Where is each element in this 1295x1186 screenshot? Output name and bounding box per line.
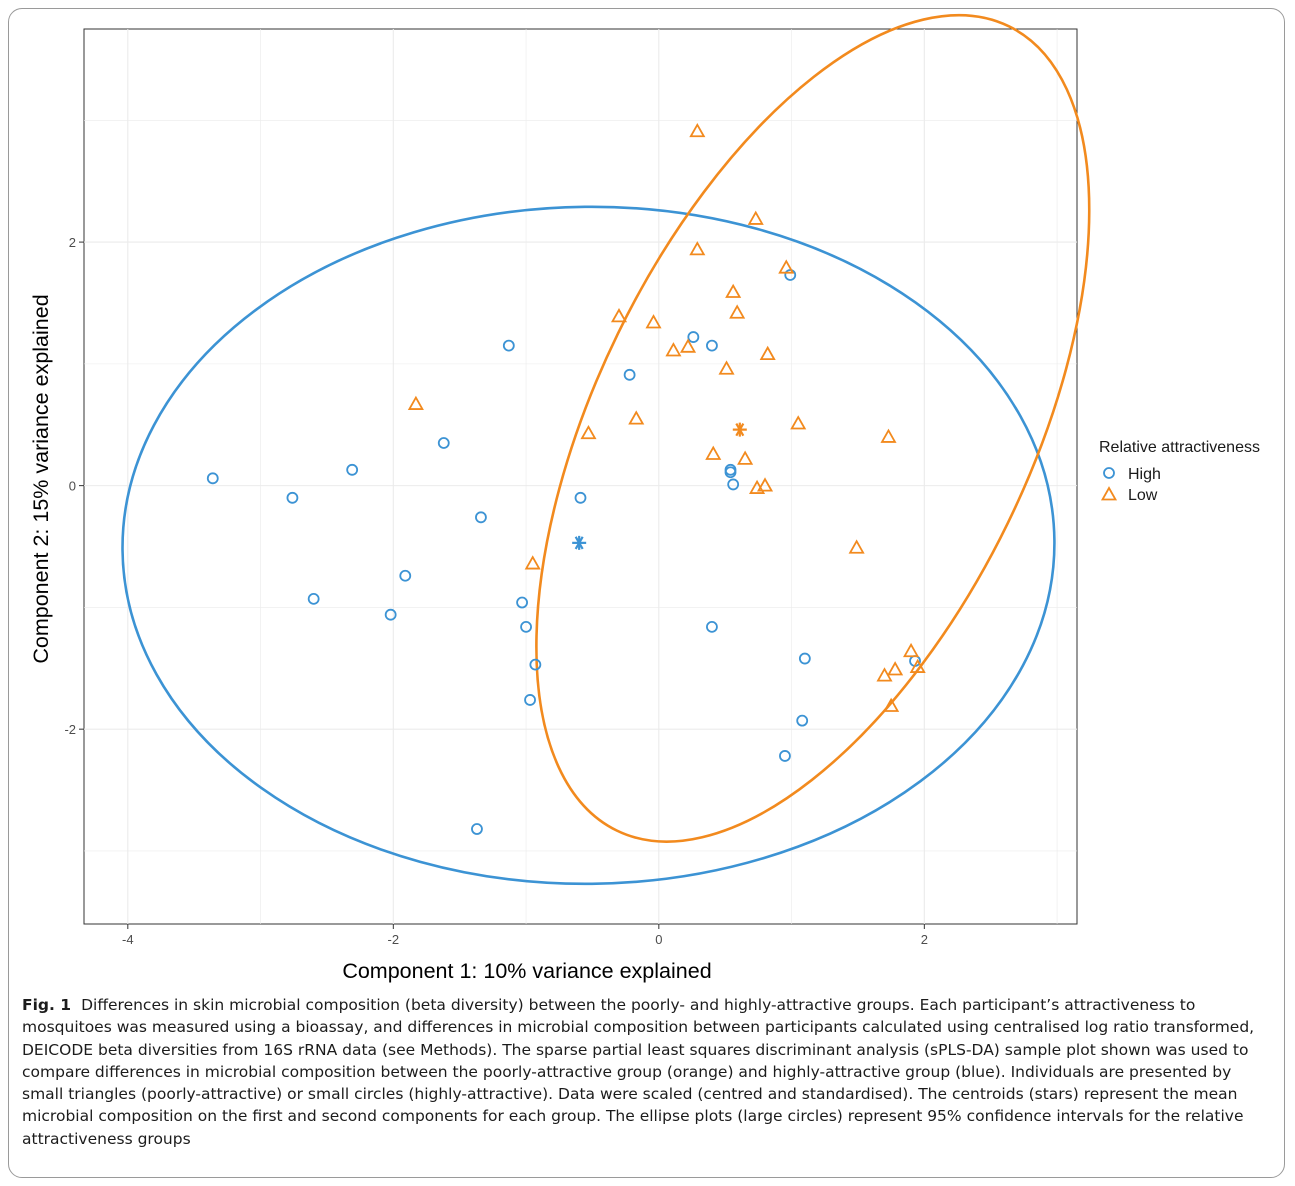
point-low	[645, 314, 662, 329]
point-high	[307, 592, 320, 605]
figure-caption: Fig. 1 Differences in skin microbial comp…	[22, 994, 1277, 1150]
x-tick-label: 2	[921, 932, 928, 947]
centroid-star-low	[732, 422, 747, 437]
legend-triangle-marker	[1100, 486, 1118, 501]
legend-label-high: High	[1128, 466, 1161, 483]
point-low	[756, 477, 774, 492]
caption-text: Differences in skin microbial compositio…	[22, 996, 1255, 1148]
x-tick-label: 0	[655, 932, 662, 947]
point-high	[437, 437, 450, 449]
point-high	[706, 620, 718, 633]
point-high	[727, 478, 740, 491]
point-low	[887, 661, 904, 676]
point-low	[883, 697, 900, 712]
point-low	[903, 642, 920, 658]
point-low	[628, 410, 645, 425]
point-high	[516, 596, 528, 609]
point-low	[580, 424, 597, 440]
point-high	[798, 652, 811, 665]
point-low	[747, 210, 764, 225]
axis-ticks: -4 -2 0 2 -2 0 2	[64, 235, 928, 947]
point-low	[689, 241, 706, 256]
point-low	[665, 342, 682, 357]
point-low	[610, 308, 628, 323]
caption-label: Fig. 1	[22, 996, 72, 1014]
x-axis-label: Component 1: 10% variance explained	[342, 959, 711, 983]
centroids	[572, 422, 747, 550]
point-low	[407, 395, 424, 410]
scatter-chart: -4 -2 0 2 -2 0 2 Component 1: 10% variance exp…	[29, 13, 1260, 983]
point-high	[471, 823, 483, 835]
point-low	[718, 360, 735, 375]
point-low	[524, 555, 541, 570]
point-high	[502, 339, 515, 352]
point-high	[475, 511, 487, 524]
y-tick-label: 2	[69, 235, 76, 250]
legend-title: Relative attractiveness	[1099, 439, 1260, 456]
legend: Relative attractiveness High Low	[1099, 439, 1260, 504]
legend-label-low: Low	[1128, 487, 1158, 504]
y-tick-label: -2	[64, 722, 76, 737]
point-low	[759, 345, 776, 361]
data-points	[206, 122, 926, 835]
point-high	[346, 463, 359, 476]
point-low	[778, 259, 795, 274]
point-high	[724, 466, 737, 479]
figure-frame	[8, 8, 1285, 1178]
point-high	[206, 472, 219, 485]
x-tick-label: -4	[122, 932, 134, 947]
point-high	[796, 714, 809, 727]
point-low	[737, 450, 754, 465]
point-high	[779, 750, 791, 762]
point-low	[689, 122, 706, 138]
confidence-ellipses	[121, 13, 1091, 886]
point-high	[529, 658, 542, 671]
y-axis-label: Component 2: 15% variance explained	[29, 294, 53, 663]
point-high	[520, 620, 532, 633]
point-high	[524, 694, 536, 706]
point-high	[687, 331, 700, 343]
point-low	[909, 658, 926, 673]
point-low	[679, 338, 697, 353]
centroid-star-high	[572, 535, 587, 550]
y-tick-label: 0	[69, 479, 76, 494]
point-low	[790, 415, 807, 430]
point-low	[880, 428, 897, 443]
grid	[84, 29, 1077, 924]
x-tick-label: -2	[388, 932, 400, 947]
plot-panel	[83, 28, 1078, 925]
point-high	[706, 339, 718, 352]
point-high	[574, 491, 587, 504]
ellipse-high	[121, 205, 1056, 886]
point-high	[623, 368, 636, 381]
point-low	[729, 304, 746, 319]
ellipse-low	[535, 13, 1091, 843]
point-high	[384, 608, 397, 621]
legend-circle-marker	[1103, 467, 1115, 479]
point-low	[705, 445, 722, 460]
point-low	[725, 283, 742, 298]
point-low	[848, 539, 865, 554]
point-high	[286, 491, 299, 504]
point-high	[399, 569, 412, 582]
